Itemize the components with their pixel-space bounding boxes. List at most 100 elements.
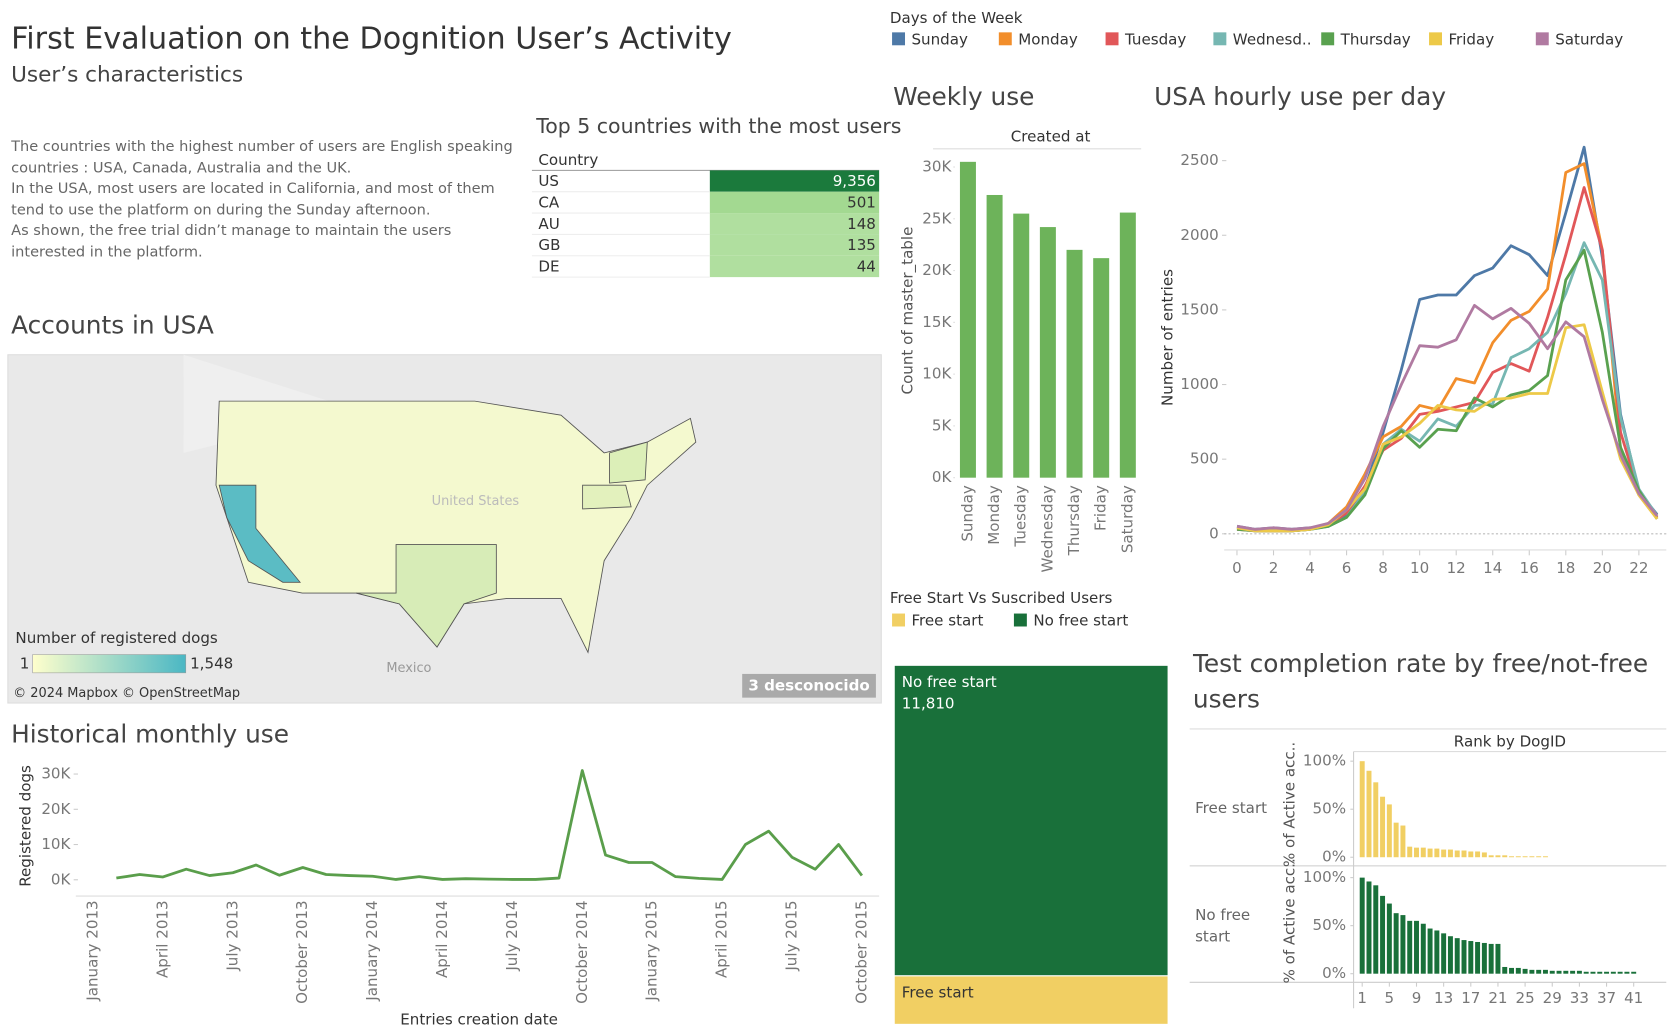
bar — [1013, 213, 1030, 478]
bar — [1427, 928, 1433, 974]
tile-value: 11,810 — [902, 695, 955, 713]
bar — [1434, 848, 1440, 858]
bar — [959, 161, 976, 478]
country-users: 501 — [847, 194, 876, 212]
bar — [986, 194, 1003, 478]
line — [1236, 248, 1659, 533]
bar — [1461, 850, 1467, 858]
line — [1236, 241, 1659, 533]
x-tick-label: 21 — [1488, 989, 1507, 1007]
tile — [893, 975, 1169, 1025]
tile — [893, 664, 1169, 977]
x-tick-label: 22 — [1629, 559, 1648, 577]
country-name: DE — [538, 258, 559, 276]
completion-title: Test completion rate by free/not-free us… — [1192, 650, 1649, 714]
bar — [1542, 856, 1548, 858]
bar — [1475, 941, 1481, 974]
completion-title-box: Test completion rate by free/not-free us… — [1192, 650, 1649, 714]
y-tick-label: 20K — [41, 800, 71, 818]
y-tick-label: 30K — [41, 765, 71, 783]
country-users: 148 — [847, 215, 876, 233]
x-tick-label: July 2013 — [223, 900, 241, 971]
y-tick-label: 5K — [932, 416, 953, 434]
unknown-label[interactable]: 3 desconocido — [748, 676, 869, 694]
row-label-box: Free start — [1195, 800, 1268, 818]
country-users: 9,356 — [833, 172, 876, 190]
bar — [1414, 847, 1419, 858]
x-tick-label: 8 — [1378, 559, 1388, 577]
bar — [1373, 885, 1379, 974]
bar — [1488, 855, 1494, 858]
unknown-badge[interactable] — [742, 673, 876, 698]
bar — [1502, 966, 1508, 974]
bar — [1119, 212, 1136, 478]
note: In the USA, most users are located in Ca… — [11, 180, 495, 219]
bar — [1447, 849, 1453, 858]
dashboard-subtitle: User’s characteristics — [11, 62, 243, 87]
bar — [1570, 970, 1576, 974]
x-tick-label: 4 — [1305, 559, 1315, 577]
legend-label: Tuesday — [1124, 30, 1186, 48]
bar — [1427, 848, 1433, 858]
x-tick-label: 6 — [1342, 559, 1352, 577]
x-tick-label: January 2014 — [363, 900, 381, 1001]
y-tick-label: 15K — [922, 313, 952, 331]
row-label: Free start — [1195, 800, 1268, 818]
x-tick-label: Friday — [1092, 485, 1110, 531]
country-users: 135 — [847, 236, 876, 254]
bar — [1604, 971, 1610, 974]
bar — [1536, 969, 1542, 974]
legend-label: Saturday — [1555, 30, 1623, 48]
x-tick-label: 17 — [1461, 989, 1480, 1007]
bar — [1495, 855, 1501, 858]
x-tick-label: 20 — [1593, 559, 1612, 577]
chart-title: Historical monthly use — [11, 719, 289, 748]
bar — [1066, 249, 1083, 478]
table-cell — [709, 170, 880, 192]
y-tick-label: 0K — [51, 870, 72, 888]
x-tick-label: 33 — [1570, 989, 1589, 1007]
legend-label: Friday — [1448, 30, 1494, 48]
x-tick-label: 0 — [1232, 559, 1242, 577]
legend-swatch — [892, 32, 906, 46]
bar — [1366, 770, 1372, 858]
x-tick-label: 18 — [1556, 559, 1575, 577]
bar — [1039, 227, 1056, 478]
tile-label: No free start — [902, 673, 997, 691]
bar — [1488, 943, 1494, 974]
y-tick-label: 1000 — [1180, 375, 1218, 393]
map: United States Mexico Number of registere… — [7, 354, 882, 704]
bar — [1441, 849, 1447, 858]
y-axis-label: Registered dogs — [17, 765, 35, 887]
dashboard-title: First Evaluation on the Dognition User’s… — [11, 21, 732, 56]
y-tick-label: 100% — [1303, 868, 1346, 886]
bar — [1359, 877, 1365, 974]
y-tick-label: 2000 — [1180, 226, 1218, 244]
x-tick-label: 37 — [1597, 989, 1616, 1007]
y-tick-label: 10K — [41, 835, 71, 853]
x-axis-label: Entries creation date — [400, 1011, 558, 1029]
country-name: CA — [538, 194, 560, 212]
note: The countries with the highest number of… — [11, 138, 513, 177]
bar — [1454, 850, 1460, 858]
x-tick-label: 1 — [1357, 989, 1367, 1007]
legend-swatch — [1105, 32, 1119, 46]
row-label-box: No free start — [1195, 907, 1250, 946]
usa-states — [215, 400, 697, 654]
y-tick-label: 30K — [922, 158, 952, 176]
x-tick-label: October 2015 — [852, 900, 870, 1004]
bar — [1576, 970, 1582, 974]
bar — [1563, 970, 1569, 974]
bar — [1481, 942, 1487, 974]
bar — [1481, 852, 1487, 858]
map-legend-title: Number of registered dogs — [15, 629, 218, 647]
y-tick-label: 0K — [932, 468, 953, 486]
bar — [1529, 856, 1535, 858]
bar — [1556, 970, 1562, 974]
legend-swatch — [998, 32, 1012, 46]
bar — [1386, 804, 1392, 858]
y-tick-label: 2500 — [1180, 151, 1218, 169]
bar — [1583, 971, 1589, 974]
legend-title: Days of the Week — [890, 9, 1023, 27]
